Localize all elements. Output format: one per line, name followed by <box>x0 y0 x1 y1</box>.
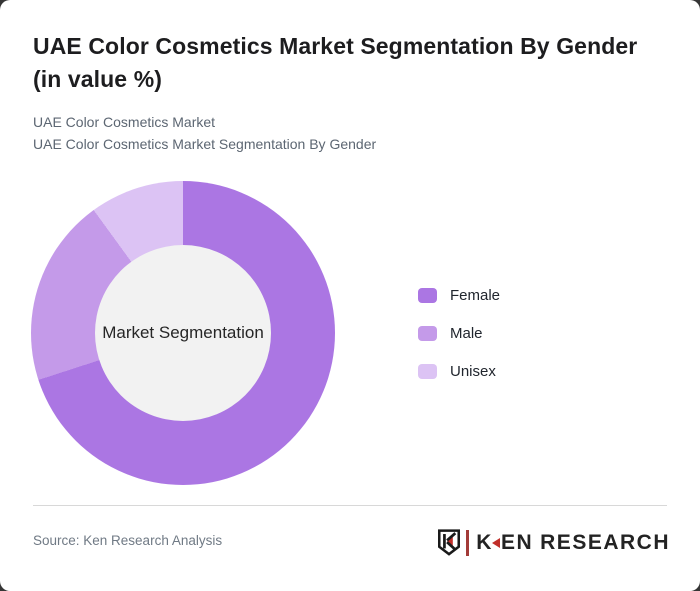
legend-label: Female <box>450 286 501 304</box>
legend-swatch <box>418 325 437 341</box>
footer-divider <box>33 505 667 506</box>
donut-center-label: Market Segmentation <box>102 323 264 342</box>
wordmark-en: EN <box>500 530 534 554</box>
ken-research-logo: K EN RESEARCH <box>438 529 670 556</box>
chart-subtitle-line1: UAE Color Cosmetics Market <box>33 114 216 130</box>
logo-separator-bar <box>466 529 470 556</box>
legend-label: Unisex <box>450 362 496 380</box>
legend-swatch <box>418 287 437 303</box>
legend-label: Male <box>450 324 483 342</box>
chart-subtitle-line2: UAE Color Cosmetics Market Segmentation … <box>33 136 377 152</box>
page-title-line2: (in value %) <box>33 66 163 92</box>
page-title-line1: UAE Color Cosmetics Market Segmentation … <box>33 33 638 59</box>
wordmark-k: K <box>476 530 493 554</box>
legend-item[interactable]: Female <box>418 286 501 304</box>
donut-hole: Market Segmentation <box>95 245 271 421</box>
ken-research-shield-icon <box>438 529 461 556</box>
legend-swatch <box>418 363 437 379</box>
wordmark-red-triangle-icon <box>491 538 500 548</box>
legend-item[interactable]: Male <box>418 324 500 342</box>
donut-chart[interactable]: Market Segmentation <box>31 181 335 485</box>
legend-item[interactable]: Unisex <box>418 362 500 380</box>
wordmark-research: RESEARCH <box>540 530 670 554</box>
logo-wordmark: K EN RESEARCH <box>476 531 670 555</box>
source-text: Source: Ken Research Analysis <box>33 533 223 548</box>
legend: Female Male Unisex <box>418 287 500 401</box>
chart-subtitle: UAE Color Cosmetics Market UAE Color Cos… <box>33 111 376 155</box>
page-title: UAE Color Cosmetics Market Segmentation … <box>33 30 637 96</box>
